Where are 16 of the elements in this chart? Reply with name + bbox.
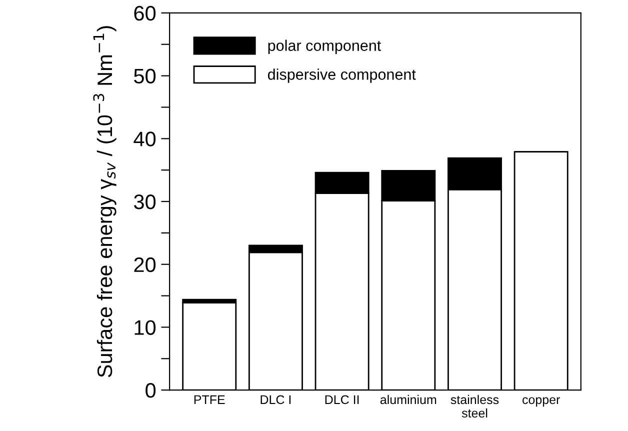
- y-tick-label: 10: [134, 320, 156, 335]
- y-tick-label: 50: [134, 68, 156, 84]
- y-tick-label: 20: [134, 257, 156, 272]
- x-tick-label: DLC I: [260, 395, 291, 404]
- y-tick-label: 60: [134, 6, 156, 21]
- x-tick-label: stainless steel: [450, 394, 499, 418]
- legend-label: dispersive component: [268, 68, 416, 83]
- y-tick-label: 30: [134, 194, 156, 210]
- y-tick-label: 40: [134, 132, 156, 146]
- y-tick-label: 0: [146, 383, 156, 398]
- x-tick-label: aluminium: [380, 394, 436, 404]
- y-axis-title: Surface free energy γ$_{sv}$ / (10$^{−3}$ Nm$^{−1}$): [93, 26, 116, 378]
- x-tick-label: DLC II: [325, 395, 359, 404]
- x-tick-label: copper: [522, 397, 560, 407]
- legend-label: polar component: [268, 40, 382, 54]
- x-tick-label: PTFE: [194, 395, 225, 404]
